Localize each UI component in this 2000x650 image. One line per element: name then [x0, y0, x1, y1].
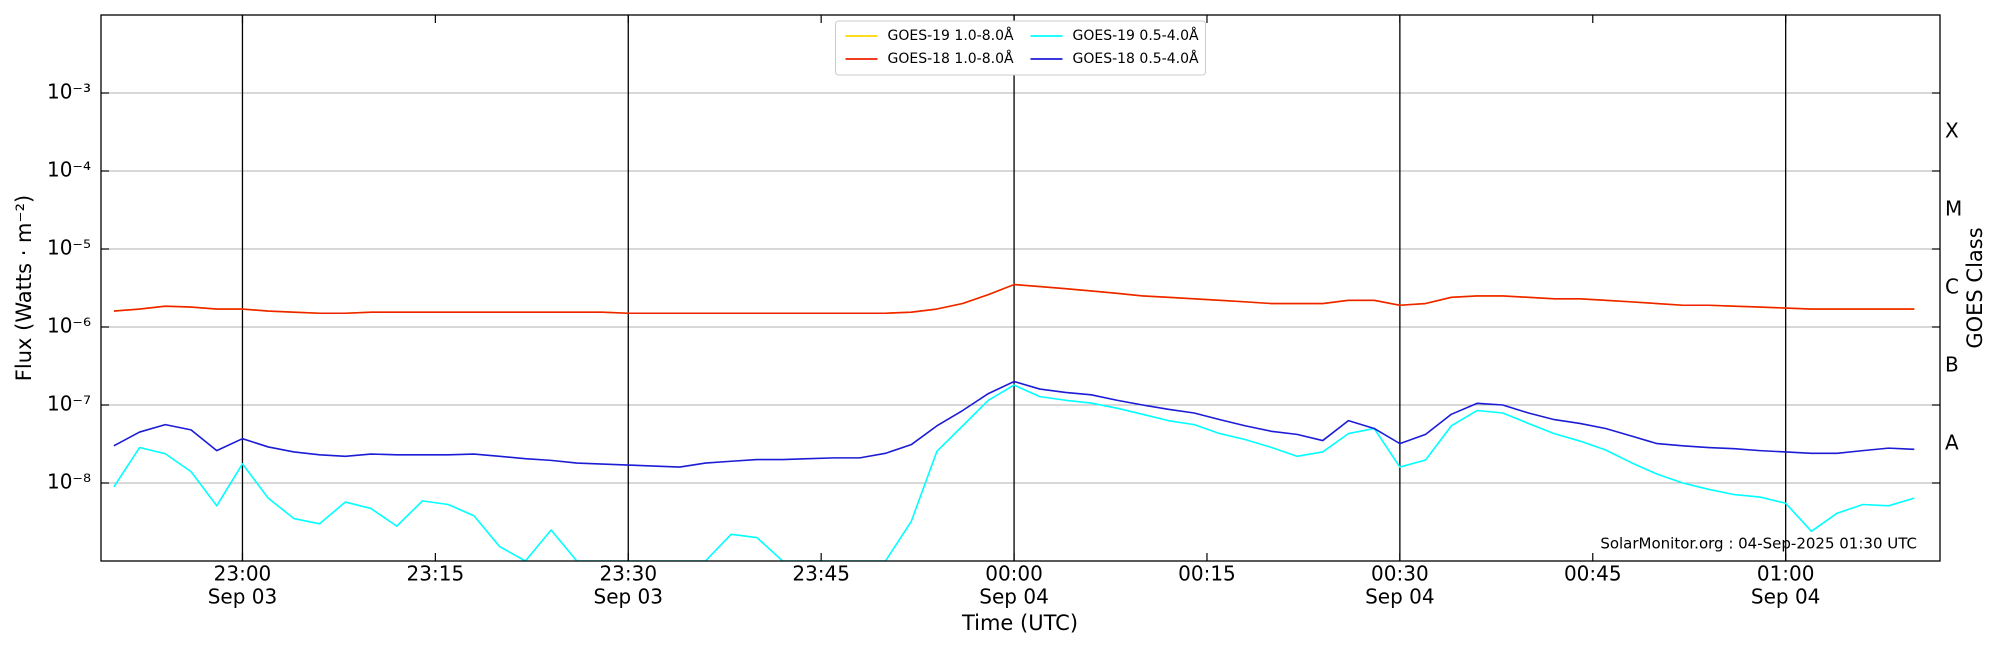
- class-label: X: [1945, 119, 1959, 143]
- x-tick-label: 01:00: [1757, 562, 1815, 586]
- x-tick-date: Sep 03: [208, 585, 278, 609]
- x-tick-date: Sep 04: [1751, 585, 1821, 609]
- y-tick-label: 10⁻⁷: [47, 392, 91, 416]
- class-label: M: [1945, 197, 1962, 221]
- series-line: [113, 384, 1915, 561]
- x-tick-label: 00:30: [1371, 562, 1429, 586]
- x-tick-label: 00:15: [1178, 562, 1236, 586]
- plot-area: [113, 283, 1915, 561]
- y-tick-label: 10⁻⁶: [47, 314, 91, 338]
- class-label: C: [1945, 275, 1959, 299]
- x-tick-label: 00:00: [985, 562, 1043, 586]
- legend-label: GOES-18 1.0-8.0Å: [888, 50, 1014, 67]
- y-tick-label: 10⁻⁴: [47, 158, 91, 182]
- x-tick-label: 23:30: [599, 562, 657, 586]
- y-tick-label: 10⁻⁸: [47, 470, 91, 494]
- legend-label: GOES-19 1.0-8.0Å: [888, 27, 1014, 44]
- x-tick-label: 00:45: [1564, 562, 1622, 586]
- x-axis-label: Time (UTC): [961, 611, 1078, 635]
- series-line: [113, 380, 1915, 468]
- x-tick-date: Sep 03: [594, 585, 664, 609]
- plot-frame: [100, 14, 1941, 562]
- legend: GOES-19 1.0-8.0Å GOES-18 1.0-8.0Å GOES-19 …: [835, 20, 1206, 76]
- x-tick-label: 23:00: [214, 562, 272, 586]
- class-label: B: [1945, 353, 1959, 377]
- legend-label: GOES-19 0.5-4.0Å: [1073, 27, 1199, 44]
- x-tick-label: 23:15: [407, 562, 465, 586]
- legend-frame: [835, 20, 1206, 76]
- legend-label: GOES-18 0.5-4.0Å: [1073, 50, 1199, 67]
- y-tick-label: 10⁻⁵: [47, 236, 91, 260]
- x-tick-date: Sep 04: [979, 585, 1049, 609]
- footer: SolarMonitor.org : 04-Sep-2025 01:30 UTC: [1600, 535, 1917, 553]
- grid: [101, 15, 1940, 561]
- x-tick-date: Sep 04: [1365, 585, 1435, 609]
- y-axis-label: Flux (Watts · m⁻²): [12, 195, 36, 381]
- y-tick-label: 10⁻³: [47, 80, 91, 104]
- x-tick-label: 23:45: [792, 562, 850, 586]
- series-line: [113, 283, 1915, 315]
- y2-axis-label: GOES Class: [1963, 227, 1987, 348]
- class-label: A: [1945, 431, 1959, 455]
